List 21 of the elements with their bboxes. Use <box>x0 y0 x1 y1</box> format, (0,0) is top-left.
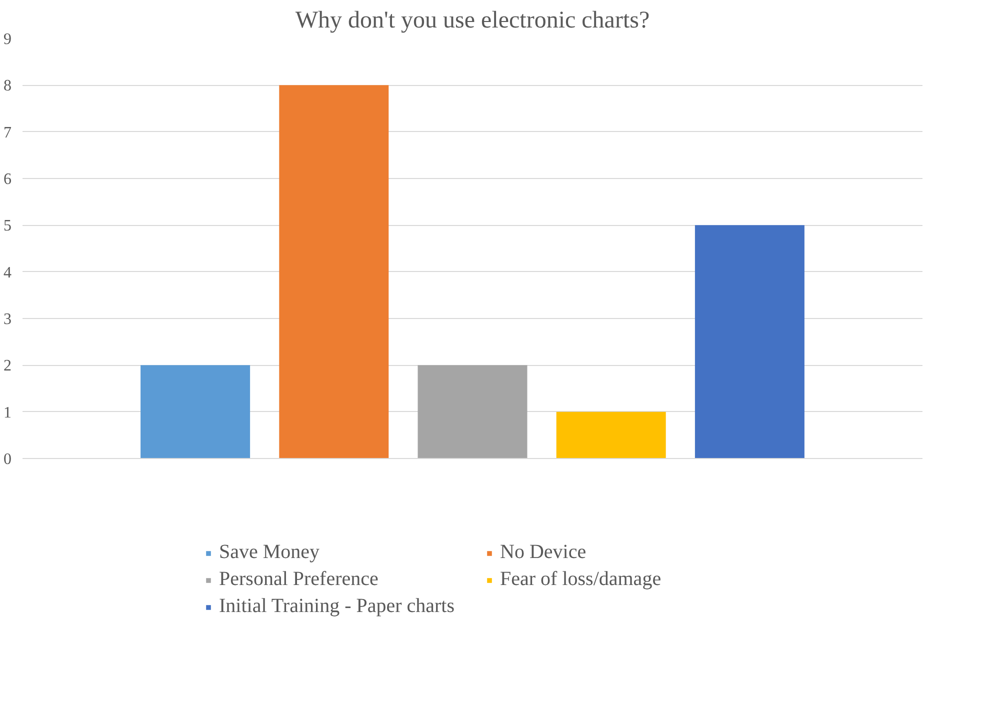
y-tick-label: 6 <box>4 171 12 188</box>
y-tick-label: 2 <box>4 358 12 375</box>
y-tick-label: 5 <box>4 218 12 235</box>
y-tick-label: 4 <box>4 264 12 282</box>
legend-label: No Device <box>500 541 588 564</box>
chart-title: Why don't you use electronic charts? <box>295 8 650 34</box>
legend-label: Fear of loss/damage <box>500 568 662 591</box>
y-tick-label: 3 <box>4 311 12 328</box>
bar <box>694 225 804 458</box>
bar <box>418 365 528 458</box>
y-tick-label: 9 <box>4 31 12 48</box>
bar <box>556 412 666 458</box>
bar <box>279 85 389 458</box>
legend-label: Personal Preference <box>219 568 380 591</box>
legend-label: Save Money <box>219 541 321 564</box>
y-tick-label: 7 <box>4 124 12 142</box>
legend-label: Initial Training - Paper charts <box>219 595 456 618</box>
bar <box>140 365 250 458</box>
y-tick-label: 1 <box>4 404 12 422</box>
y-tick-label: 0 <box>4 451 12 468</box>
y-tick-label: 8 <box>4 78 12 95</box>
